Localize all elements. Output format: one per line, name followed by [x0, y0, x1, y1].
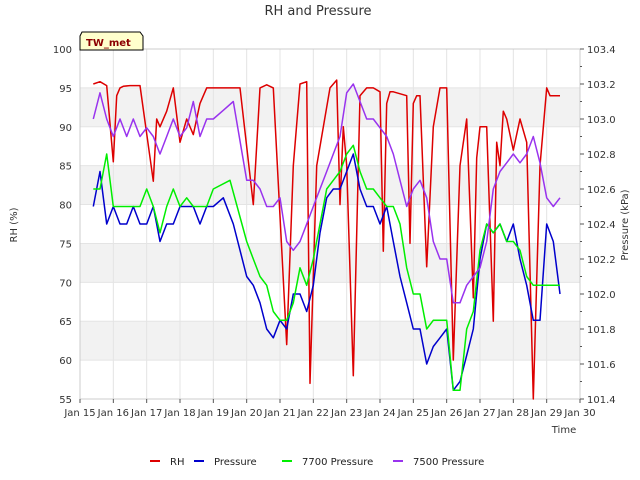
x-tick-label: Jan 21: [263, 408, 295, 419]
y-left-tick-label: 85: [59, 162, 72, 173]
x-tick-label: Jan 22: [297, 408, 329, 419]
x-axis-title: Time: [551, 425, 576, 436]
plot-band: [80, 204, 580, 244]
plot-band: [80, 360, 580, 399]
y-right-tick-label: 103.4: [587, 45, 616, 56]
x-tick-label: Jan 30: [563, 408, 595, 419]
x-tick-label: Jan 16: [97, 408, 129, 419]
legend-label: RH: [170, 457, 184, 468]
y-left-tick-label: 80: [59, 201, 72, 212]
plot-band: [80, 282, 580, 322]
x-tick-label: Jan 25: [397, 408, 429, 419]
y-left-tick-label: 65: [59, 317, 72, 328]
y-right-tick-label: 101.6: [587, 360, 616, 371]
x-tick-label: Jan 29: [530, 408, 562, 419]
y-axis-left-title: RH (%): [9, 207, 20, 242]
x-tick-label: Jan 15: [63, 408, 95, 419]
legend-label: 7500 Pressure: [413, 457, 484, 468]
plot-background-bands: [80, 49, 580, 399]
y-right-tick-label: 103.2: [587, 80, 616, 91]
badge-label: TW_met: [86, 38, 131, 49]
badge-box: [79, 31, 144, 51]
series-line-7500-pressure: [92, 83, 561, 304]
y-right-tick-label: 102.2: [587, 255, 616, 266]
x-tick-label: Jan 20: [230, 408, 262, 419]
x-tick-label: Jan 23: [330, 408, 362, 419]
y-left-tick-label: 95: [59, 84, 72, 95]
y-left-tick-label: 90: [59, 123, 72, 134]
y-left-tick-label: 75: [59, 239, 72, 250]
x-tick-label: Jan 19: [197, 408, 229, 419]
y-right-tick-label: 102.4: [587, 220, 616, 231]
x-tick-label: Jan 17: [130, 408, 162, 419]
plot-band: [80, 243, 580, 283]
y-right-tick-label: 102.8: [587, 150, 616, 161]
series-layer: [92, 79, 561, 400]
x-tick-label: Jan 27: [463, 408, 495, 419]
legend-label: Pressure: [214, 457, 257, 468]
y-right-tick-label: 103.0: [587, 115, 616, 126]
x-tick-label: Jan 26: [430, 408, 462, 419]
y-axis-right-ticks: 101.4 101.6 101.8 102.0 102.2 102.4 102.6 102.8…: [580, 45, 616, 406]
plot-band: [80, 321, 580, 361]
legend: RH Pressure 7700 Pressure 7500 Pressure: [150, 457, 484, 468]
plot-band: [80, 87, 580, 127]
plot-band: [80, 49, 580, 88]
series-line-7700-pressure: [93, 144, 560, 392]
y-left-tick-label: 55: [59, 395, 72, 406]
y-left-tick-label: 70: [59, 278, 72, 289]
y-left-tick-label: 60: [59, 356, 72, 367]
x-tick-label: Jan 28: [497, 408, 529, 419]
site-badge: TW_met: [79, 31, 144, 51]
y-left-tick-label: 100: [53, 45, 72, 56]
legend-label: 7700 Pressure: [302, 457, 373, 468]
chart-title: RH and Pressure: [264, 4, 371, 19]
y-right-tick-label: 102.0: [587, 290, 616, 301]
x-axis-ticks: Jan 15 Jan 16 Jan 17 Jan 18 Jan 19 Jan 20 Jan …: [63, 399, 596, 419]
x-tick-label: Jan 18: [163, 408, 195, 419]
y-axis-right-title: Pressure (kPa): [620, 189, 631, 260]
y-right-tick-label: 101.8: [587, 325, 616, 336]
y-axis-left-ticks: 55 60 65 70 75 80 85 90 95 100: [53, 45, 72, 406]
y-right-tick-label: 102.6: [587, 185, 616, 196]
x-tick-label: Jan 24: [363, 408, 395, 419]
y-right-tick-label: 101.4: [587, 395, 616, 406]
